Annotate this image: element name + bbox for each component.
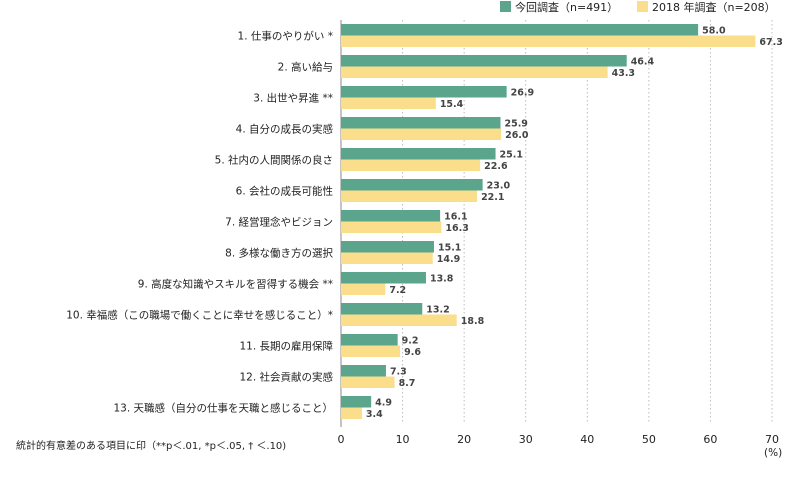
category-label: 10. 幸福感（この職場で働くことに幸せを感じること）* bbox=[66, 309, 333, 322]
value-label-current: 25.1 bbox=[500, 149, 523, 160]
value-label-2018: 26.0 bbox=[505, 130, 529, 141]
bar-current bbox=[341, 334, 398, 346]
value-label-current: 9.2 bbox=[402, 335, 419, 346]
value-label-2018: 43.3 bbox=[612, 68, 635, 79]
value-label-current: 7.3 bbox=[390, 366, 407, 377]
value-label-2018: 67.3 bbox=[759, 37, 782, 48]
bar-current bbox=[341, 148, 496, 160]
value-label-current: 15.1 bbox=[438, 242, 461, 253]
bar-2018 bbox=[341, 35, 756, 47]
bar-current bbox=[341, 117, 501, 129]
value-label-current: 13.8 bbox=[430, 273, 454, 284]
bar-2018 bbox=[341, 314, 457, 326]
category-label: 1. 仕事のやりがい * bbox=[238, 30, 333, 43]
bar-2018 bbox=[341, 221, 442, 233]
value-label-2018: 9.6 bbox=[404, 347, 421, 358]
bar-2018 bbox=[341, 252, 433, 264]
x-tick-label-0: 0 bbox=[338, 433, 345, 446]
category-label: 8. 多様な働き方の選択 bbox=[225, 247, 333, 260]
category-label: 9. 高度な知識やスキルを習得する機会 ** bbox=[138, 278, 333, 291]
bar-current bbox=[341, 86, 507, 98]
category-label: 2. 高い給与 bbox=[278, 61, 333, 74]
bar-current bbox=[341, 303, 423, 315]
bar-2018 bbox=[341, 283, 386, 295]
value-label-current: 25.9 bbox=[504, 118, 527, 129]
x-axis-unit: (%) bbox=[764, 447, 783, 459]
value-label-2018: 7.2 bbox=[389, 285, 406, 296]
value-label-current: 16.1 bbox=[444, 211, 467, 222]
value-label-2018: 3.4 bbox=[366, 409, 383, 420]
bar-2018 bbox=[341, 376, 395, 388]
category-label: 13. 天職感（自分の仕事を天職と感じること） bbox=[113, 402, 333, 415]
category-label: 7. 経営理念やビジョン bbox=[225, 216, 333, 229]
value-label-current: 4.9 bbox=[375, 397, 392, 408]
category-label: 11. 長期の雇用保障 bbox=[239, 340, 333, 353]
category-label: 3. 出世や昇進 ** bbox=[253, 92, 333, 105]
value-label-2018: 18.8 bbox=[461, 316, 485, 327]
bar-2018 bbox=[341, 97, 436, 109]
bar-current bbox=[341, 396, 372, 408]
bar-current bbox=[341, 272, 426, 284]
x-tick-label-20: 20 bbox=[457, 433, 471, 446]
category-label: 12. 社会貢献の実感 bbox=[239, 371, 333, 384]
bar-2018 bbox=[341, 128, 502, 140]
category-label: 6. 会社の成長可能性 bbox=[236, 185, 333, 198]
bar-2018 bbox=[341, 190, 478, 202]
bar-2018 bbox=[341, 407, 362, 419]
value-label-current: 23.0 bbox=[487, 180, 511, 191]
bar-current bbox=[341, 241, 434, 253]
bar-current bbox=[341, 179, 483, 191]
value-label-current: 13.2 bbox=[426, 304, 449, 315]
x-tick-label-70: 70 bbox=[765, 433, 779, 446]
value-label-2018: 8.7 bbox=[399, 378, 416, 389]
x-tick-label-40: 40 bbox=[580, 433, 594, 446]
bar-current bbox=[341, 55, 627, 67]
legend-swatch-current bbox=[500, 1, 511, 12]
bar-2018 bbox=[341, 66, 608, 78]
legend-swatch-2018 bbox=[637, 1, 648, 12]
bar-2018 bbox=[341, 159, 481, 171]
value-label-2018: 15.4 bbox=[440, 99, 464, 110]
value-label-2018: 14.9 bbox=[437, 254, 460, 265]
value-label-current: 58.0 bbox=[702, 25, 726, 36]
x-tick-label-30: 30 bbox=[519, 433, 533, 446]
bar-2018 bbox=[341, 345, 401, 357]
value-label-2018: 22.1 bbox=[481, 192, 504, 203]
x-tick-label-10: 10 bbox=[396, 433, 410, 446]
value-label-current: 26.9 bbox=[511, 87, 534, 98]
category-label: 5. 社内の人間関係の良さ bbox=[215, 154, 333, 167]
value-label-2018: 16.3 bbox=[445, 223, 468, 234]
bar-current bbox=[341, 24, 699, 36]
legend-label-current: 今回調査（n=491） bbox=[515, 1, 619, 14]
x-tick-label-50: 50 bbox=[642, 433, 656, 446]
x-tick-label-60: 60 bbox=[703, 433, 717, 446]
value-label-current: 46.4 bbox=[631, 56, 655, 67]
category-label: 4. 自分の成長の実感 bbox=[236, 123, 334, 136]
value-label-2018: 22.6 bbox=[484, 161, 508, 172]
bar-current bbox=[341, 365, 386, 377]
footnote: 統計的有意差のある項目に印（**p＜.01, *p＜.05, † ＜.10) bbox=[16, 441, 287, 452]
bar-current bbox=[341, 210, 441, 222]
legend-label-2018: 2018 年調査（n=208） bbox=[652, 1, 776, 14]
